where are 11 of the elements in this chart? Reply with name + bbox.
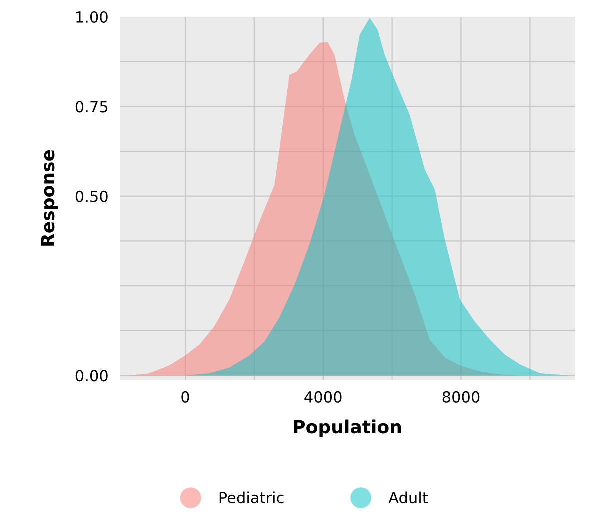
x-tick-label: 8000 (442, 391, 480, 403)
legend-label: Pediatric (220, 492, 284, 504)
y-tick-label: 0.00 (76, 370, 108, 382)
x-tick-label: 4000 (304, 391, 342, 403)
y-tick-label: 0.50 (76, 190, 108, 202)
x-tick-label: 0 (182, 391, 190, 403)
legend-label: Adult (388, 492, 428, 504)
y-axis-title: Response (41, 150, 58, 246)
x-axis-title: Population (294, 420, 402, 438)
y-tick-label: 1.00 (76, 11, 108, 24)
y-tick-label: 0.75 (76, 101, 108, 113)
